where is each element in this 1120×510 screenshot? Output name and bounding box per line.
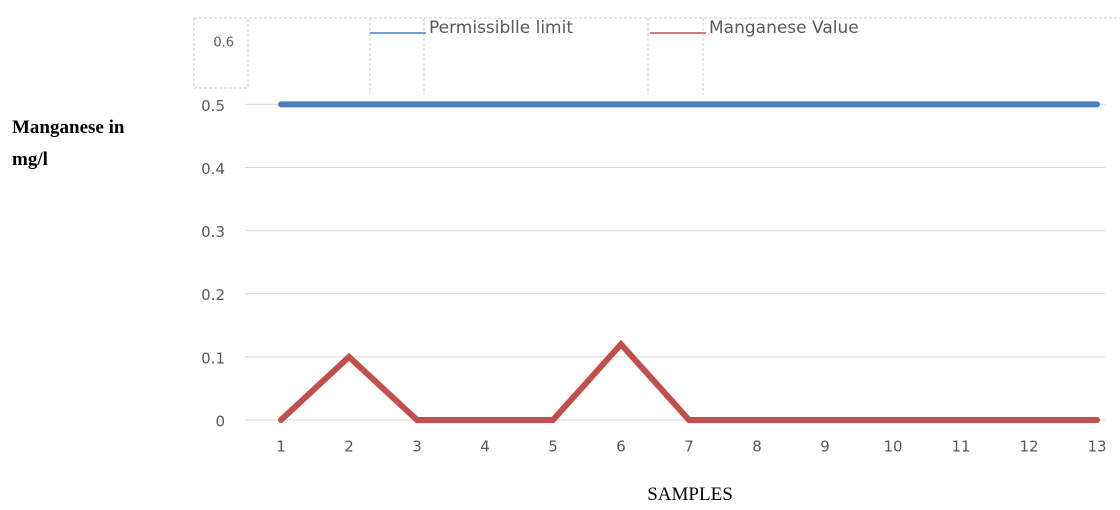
y-tick-label: 0.3 xyxy=(201,223,225,241)
x-tick-label: 9 xyxy=(820,438,830,456)
y-axis-label: Manganese in mg/l xyxy=(12,117,125,170)
x-tick-label: 5 xyxy=(548,438,558,456)
x-axis-label: SAMPLES xyxy=(647,484,733,505)
x-tick-label: 7 xyxy=(684,438,694,456)
y-tick-label: 0.1 xyxy=(201,349,225,367)
x-tick-label: 11 xyxy=(951,438,970,456)
y-tick-label: 0.6 xyxy=(213,36,234,51)
x-tick-label: 13 xyxy=(1087,438,1106,456)
y-tick-label: 0.5 xyxy=(201,97,225,115)
legend-label: Permissiblle limit xyxy=(429,18,573,38)
x-tick-label: 1 xyxy=(276,438,286,456)
x-tick-label: 2 xyxy=(344,438,354,456)
x-tick-label: 10 xyxy=(883,438,902,456)
y-tick-label: 0.2 xyxy=(201,286,225,304)
y-tick-label: 0 xyxy=(215,413,225,431)
x-tick-label: 12 xyxy=(1019,438,1038,456)
series-line xyxy=(278,339,1100,423)
x-tick-label: 8 xyxy=(752,438,762,456)
x-tick-label: 4 xyxy=(480,438,490,456)
x-tick-label: 3 xyxy=(412,438,422,456)
table-overlay xyxy=(193,17,249,89)
x-tick-label: 6 xyxy=(616,438,626,456)
legend-label: Manganese Value xyxy=(709,18,859,38)
y-tick-label: 0.4 xyxy=(201,160,225,178)
